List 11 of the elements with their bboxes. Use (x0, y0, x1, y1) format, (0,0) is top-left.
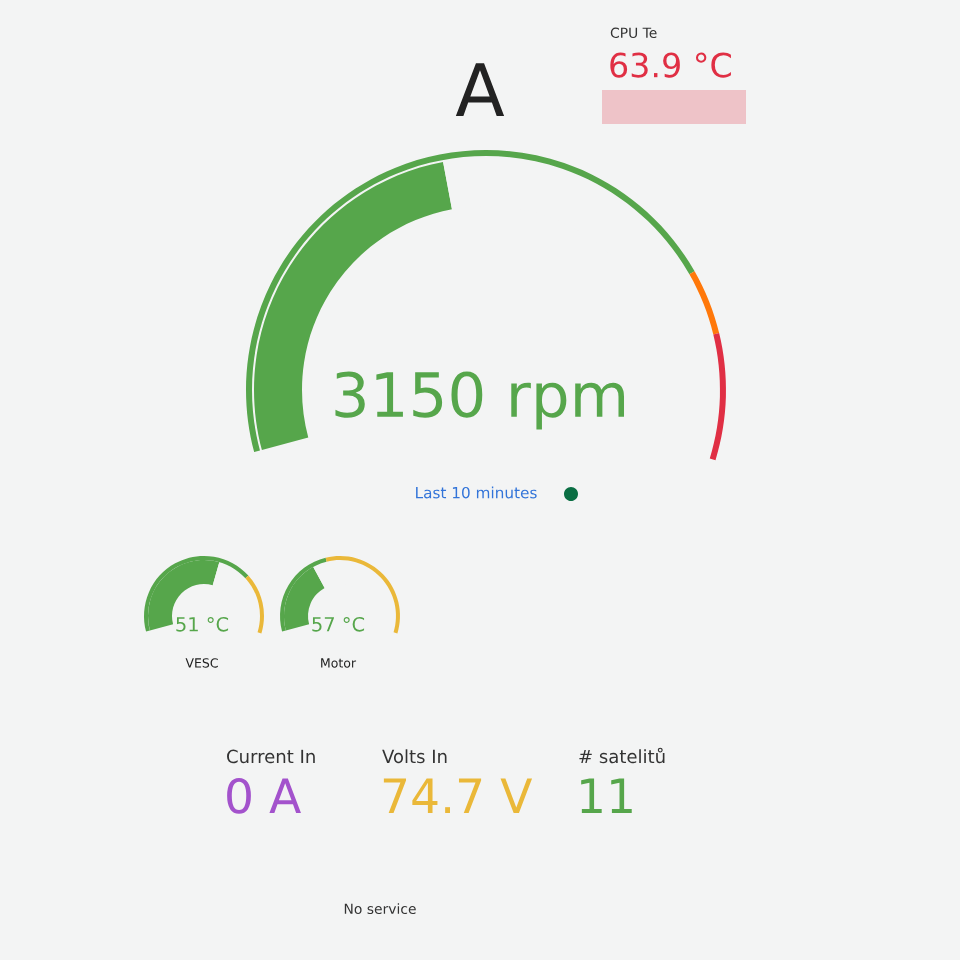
text: 63.9 °C (610, 52, 731, 78)
text: 74.7 V (383, 778, 533, 814)
text: 57 °C (312, 616, 365, 632)
text: Current In (227, 749, 315, 764)
text: 51 °C (176, 616, 229, 632)
text: 11 (581, 778, 632, 814)
chart-title: A (455, 63, 505, 116)
text: 3150 rpm (335, 371, 625, 430)
text: Volts In (382, 749, 447, 764)
text: 0 A (227, 777, 301, 814)
text: # satelitů (579, 747, 665, 764)
